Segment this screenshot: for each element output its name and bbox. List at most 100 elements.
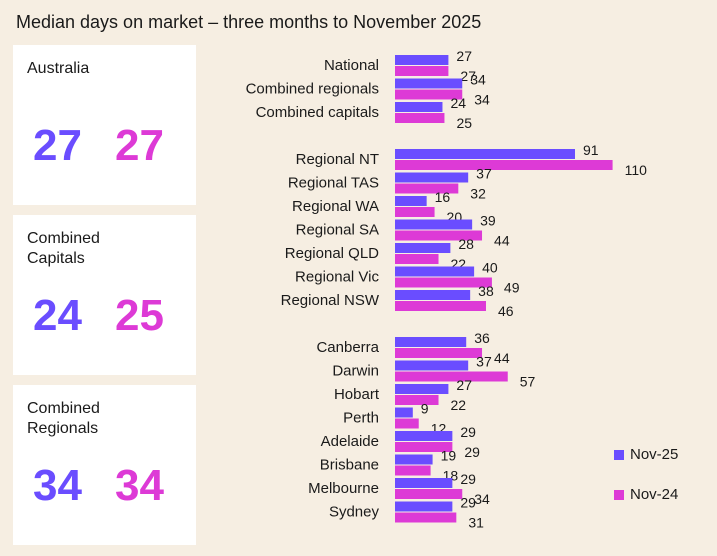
legend-swatch (614, 490, 624, 500)
data-label: 34 (474, 92, 490, 108)
category-label: Perth (343, 410, 379, 427)
panel-value-nov25: 34 (33, 461, 82, 510)
bar-nov-25 (395, 78, 463, 89)
category-label: Combined capitals (256, 104, 379, 121)
bar-nov-25 (395, 219, 473, 230)
data-label: 25 (456, 115, 472, 131)
bar-nov-25 (395, 243, 451, 253)
category-label: Regional Vic (295, 269, 379, 286)
category-label: Melbourne (308, 480, 379, 497)
category-label: National (324, 57, 379, 74)
panel-value-nov24: 25 (115, 291, 164, 340)
bar-nov-24 (395, 442, 453, 452)
category-label: Hobart (334, 386, 380, 403)
panel-value-nov24: 34 (115, 461, 164, 510)
data-label: 40 (482, 260, 498, 276)
legend-label: Nov-25 (630, 446, 679, 463)
category-label: Regional WA (292, 198, 379, 215)
bar-nov-25 (395, 102, 443, 112)
category-label: Sydney (329, 504, 380, 521)
data-label: 22 (451, 397, 467, 413)
bar-nov-24 (395, 301, 486, 311)
bar-nov-25 (395, 360, 469, 371)
bar-nov-25 (395, 266, 475, 277)
bar-nov-24 (395, 465, 431, 476)
data-label: 28 (458, 236, 474, 252)
panel-value-nov24: 27 (115, 121, 164, 170)
data-label: 44 (494, 233, 510, 249)
legend-item-nov24: Nov-24 (614, 486, 678, 503)
bar-nov-24 (395, 395, 439, 405)
data-label: 29 (460, 471, 476, 487)
category-label: Brisbane (320, 457, 379, 474)
data-label: 19 (441, 448, 457, 464)
category-label: Regional SA (296, 222, 379, 239)
bar-nov-24 (395, 113, 445, 123)
bar-nov-24 (395, 512, 457, 523)
data-label: 32 (470, 186, 486, 202)
category-label: Regional QLD (285, 245, 379, 262)
data-label: 24 (450, 95, 466, 111)
bar-nov-25 (395, 384, 449, 394)
panel-label: Combined Capitals (27, 230, 100, 267)
legend-item-nov25: Nov-25 (614, 446, 678, 463)
category-label: Regional TAS (288, 175, 379, 192)
data-label: 27 (460, 68, 476, 84)
panel-combined-capitals: Combined Capitals 24 25 (13, 215, 196, 375)
panel-label: Australia (27, 60, 90, 77)
data-label: 110 (625, 162, 648, 178)
data-label: 37 (476, 354, 492, 370)
category-label: Regional NSW (281, 292, 380, 309)
bar-nov-25 (395, 407, 413, 418)
data-label: 9 (421, 401, 429, 417)
data-label: 44 (494, 350, 510, 366)
data-label: 31 (468, 515, 484, 531)
panel-label: Combined Regionals (27, 400, 100, 437)
data-label: 27 (456, 48, 472, 64)
bar-nov-24 (395, 230, 483, 241)
bar-nov-24 (395, 160, 613, 170)
bar-nov-24 (395, 89, 463, 100)
panel-australia: Australia 27 27 (13, 45, 196, 205)
bar-nov-25 (395, 478, 453, 488)
data-label: 34 (474, 491, 490, 507)
bar-nov-24 (395, 489, 463, 499)
data-label: 37 (476, 166, 492, 182)
data-label: 27 (456, 377, 472, 393)
category-label: Combined regionals (246, 81, 379, 98)
legend-swatch (614, 450, 624, 460)
bar-nov-24 (395, 348, 483, 358)
bar-nov-24 (395, 254, 439, 264)
data-label: 38 (478, 283, 494, 299)
bar-nov-25 (395, 431, 453, 441)
data-label: 49 (504, 280, 520, 296)
bar-nov-24 (395, 277, 492, 288)
data-label: 36 (474, 330, 490, 346)
category-label: Regional NT (296, 151, 379, 168)
data-label: 57 (520, 374, 536, 390)
bar-nov-25 (395, 172, 469, 183)
category-label: Canberra (316, 339, 379, 356)
bar-nov-25 (395, 290, 471, 300)
panel-value-nov25: 27 (33, 121, 82, 170)
category-label: Darwin (332, 363, 379, 380)
bar-nov-24 (395, 207, 435, 217)
panel-value-nov25: 24 (33, 291, 82, 340)
bar-nov-24 (395, 418, 419, 429)
data-label: 29 (460, 424, 476, 440)
category-label: Adelaide (321, 433, 379, 450)
bar-nov-25 (395, 149, 575, 159)
bar-nov-25 (395, 454, 433, 465)
data-label: 34 (470, 72, 486, 88)
bar-nov-25 (395, 337, 467, 347)
data-label: 91 (583, 142, 599, 158)
legend-label: Nov-24 (630, 486, 679, 503)
data-label: 16 (435, 189, 451, 205)
data-label: 46 (498, 303, 514, 319)
bar-nov-24 (395, 371, 508, 382)
data-label: 39 (480, 213, 496, 229)
bar-nov-24 (395, 183, 459, 194)
bar-nov-25 (395, 55, 449, 65)
